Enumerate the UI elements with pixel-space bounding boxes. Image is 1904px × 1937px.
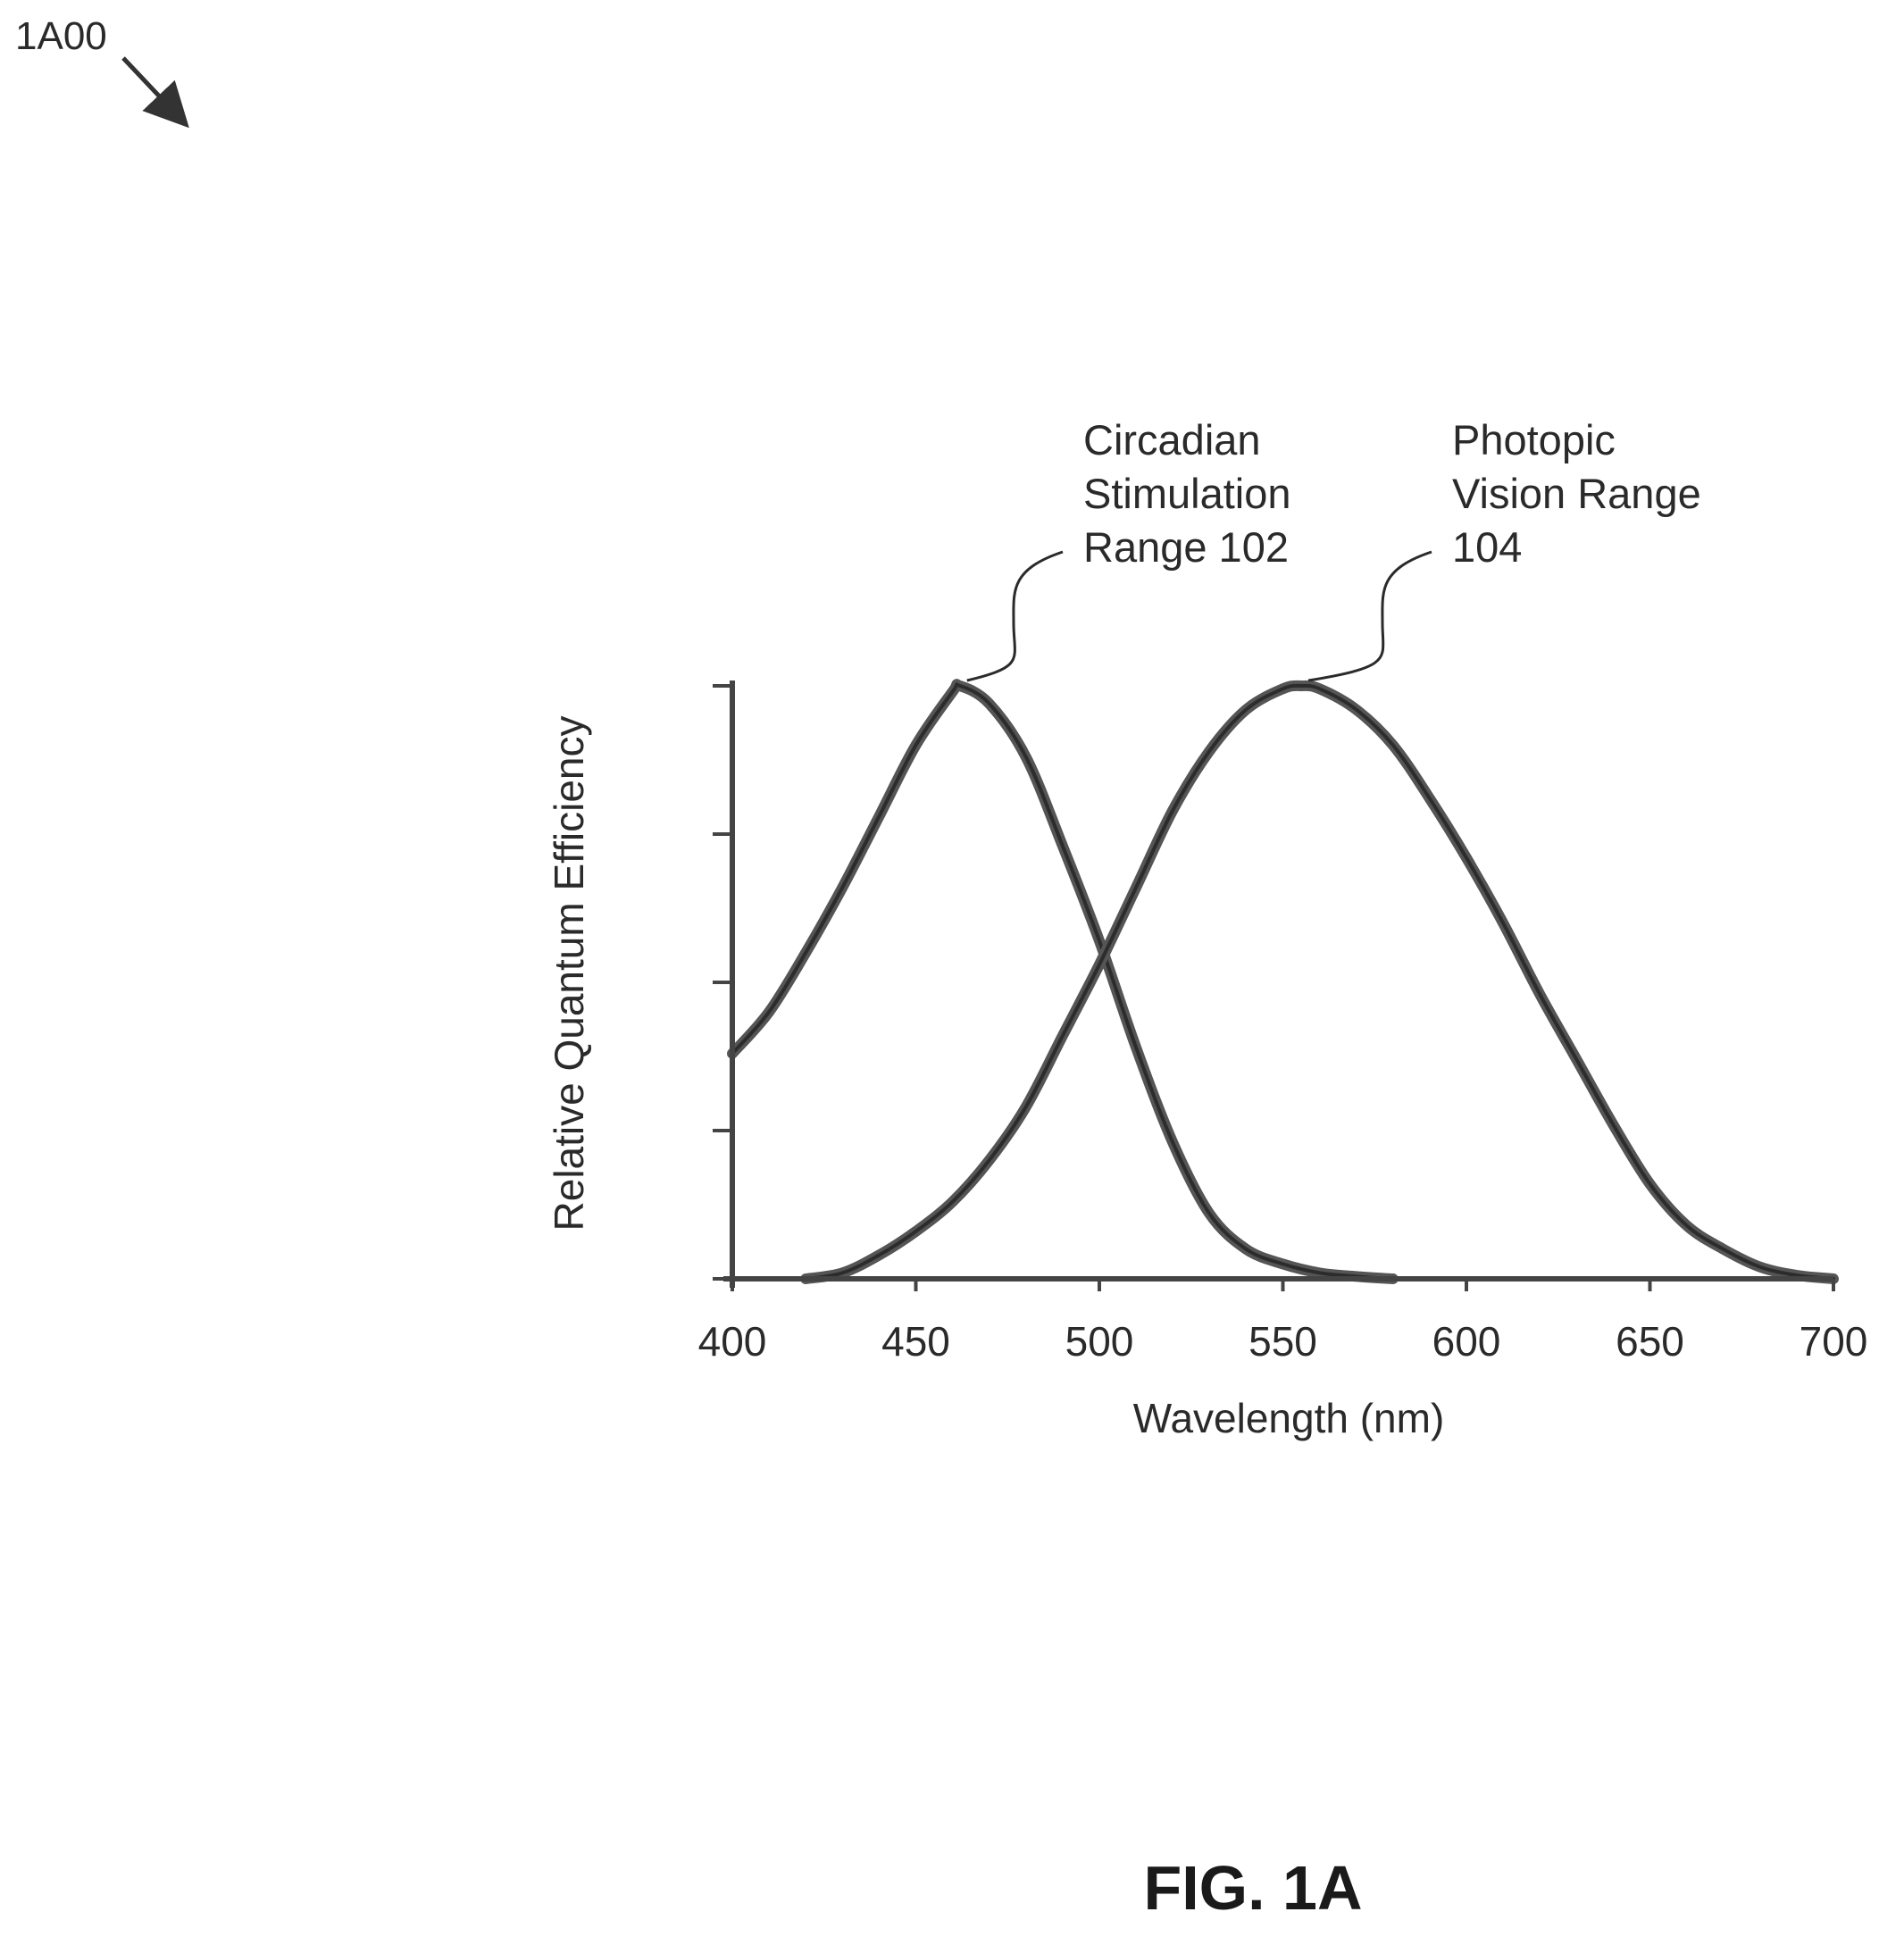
photopic-curve-core (804, 683, 1835, 1281)
x-tick-label: 500 (1065, 1318, 1134, 1365)
photopic-curve (800, 680, 1839, 1284)
figure-caption: FIG. 1A (1143, 1853, 1362, 1923)
photopic-callout-line: Photopic (1452, 416, 1616, 463)
y-axis-label: Relative Quantum Efficiency (546, 716, 592, 1231)
x-tick-label: 550 (1248, 1318, 1317, 1365)
photopic-callout-line: Vision Range (1452, 470, 1701, 517)
reference-arrow (121, 56, 189, 129)
x-tick-label: 400 (698, 1318, 767, 1365)
photopic-callout-line: 104 (1452, 523, 1522, 571)
circadian-callout-line: Stimulation (1083, 470, 1291, 517)
circadian-callout-line: Circadian (1083, 416, 1261, 463)
circadian-callout-label: Circadian Stimulation Range 102 (1083, 416, 1291, 571)
circadian-callout-line: Range 102 (1083, 523, 1289, 571)
x-ticks-group: 400 450 500 550 600 650 700 (698, 1279, 1868, 1365)
x-tick-label: 650 (1616, 1318, 1684, 1365)
x-tick-label: 600 (1432, 1318, 1501, 1365)
chart-series-group (727, 679, 1839, 1284)
x-axis-label: Wavelength (nm) (1133, 1395, 1445, 1441)
photopic-callout-leader (1307, 550, 1432, 682)
circadian-curve-core (731, 682, 1395, 1281)
circadian-curve (727, 679, 1399, 1284)
x-tick-label: 450 (881, 1318, 950, 1365)
photopic-callout-label: Photopic Vision Range 104 (1452, 416, 1701, 571)
circadian-callout-leader (966, 550, 1064, 682)
callouts-group: Circadian Stimulation Range 102 Photopic Vis… (966, 416, 1701, 682)
y-ticks-group (713, 684, 732, 1281)
x-tick-label: 700 (1800, 1318, 1868, 1365)
figure-reference-label: 1A00 (15, 14, 107, 58)
